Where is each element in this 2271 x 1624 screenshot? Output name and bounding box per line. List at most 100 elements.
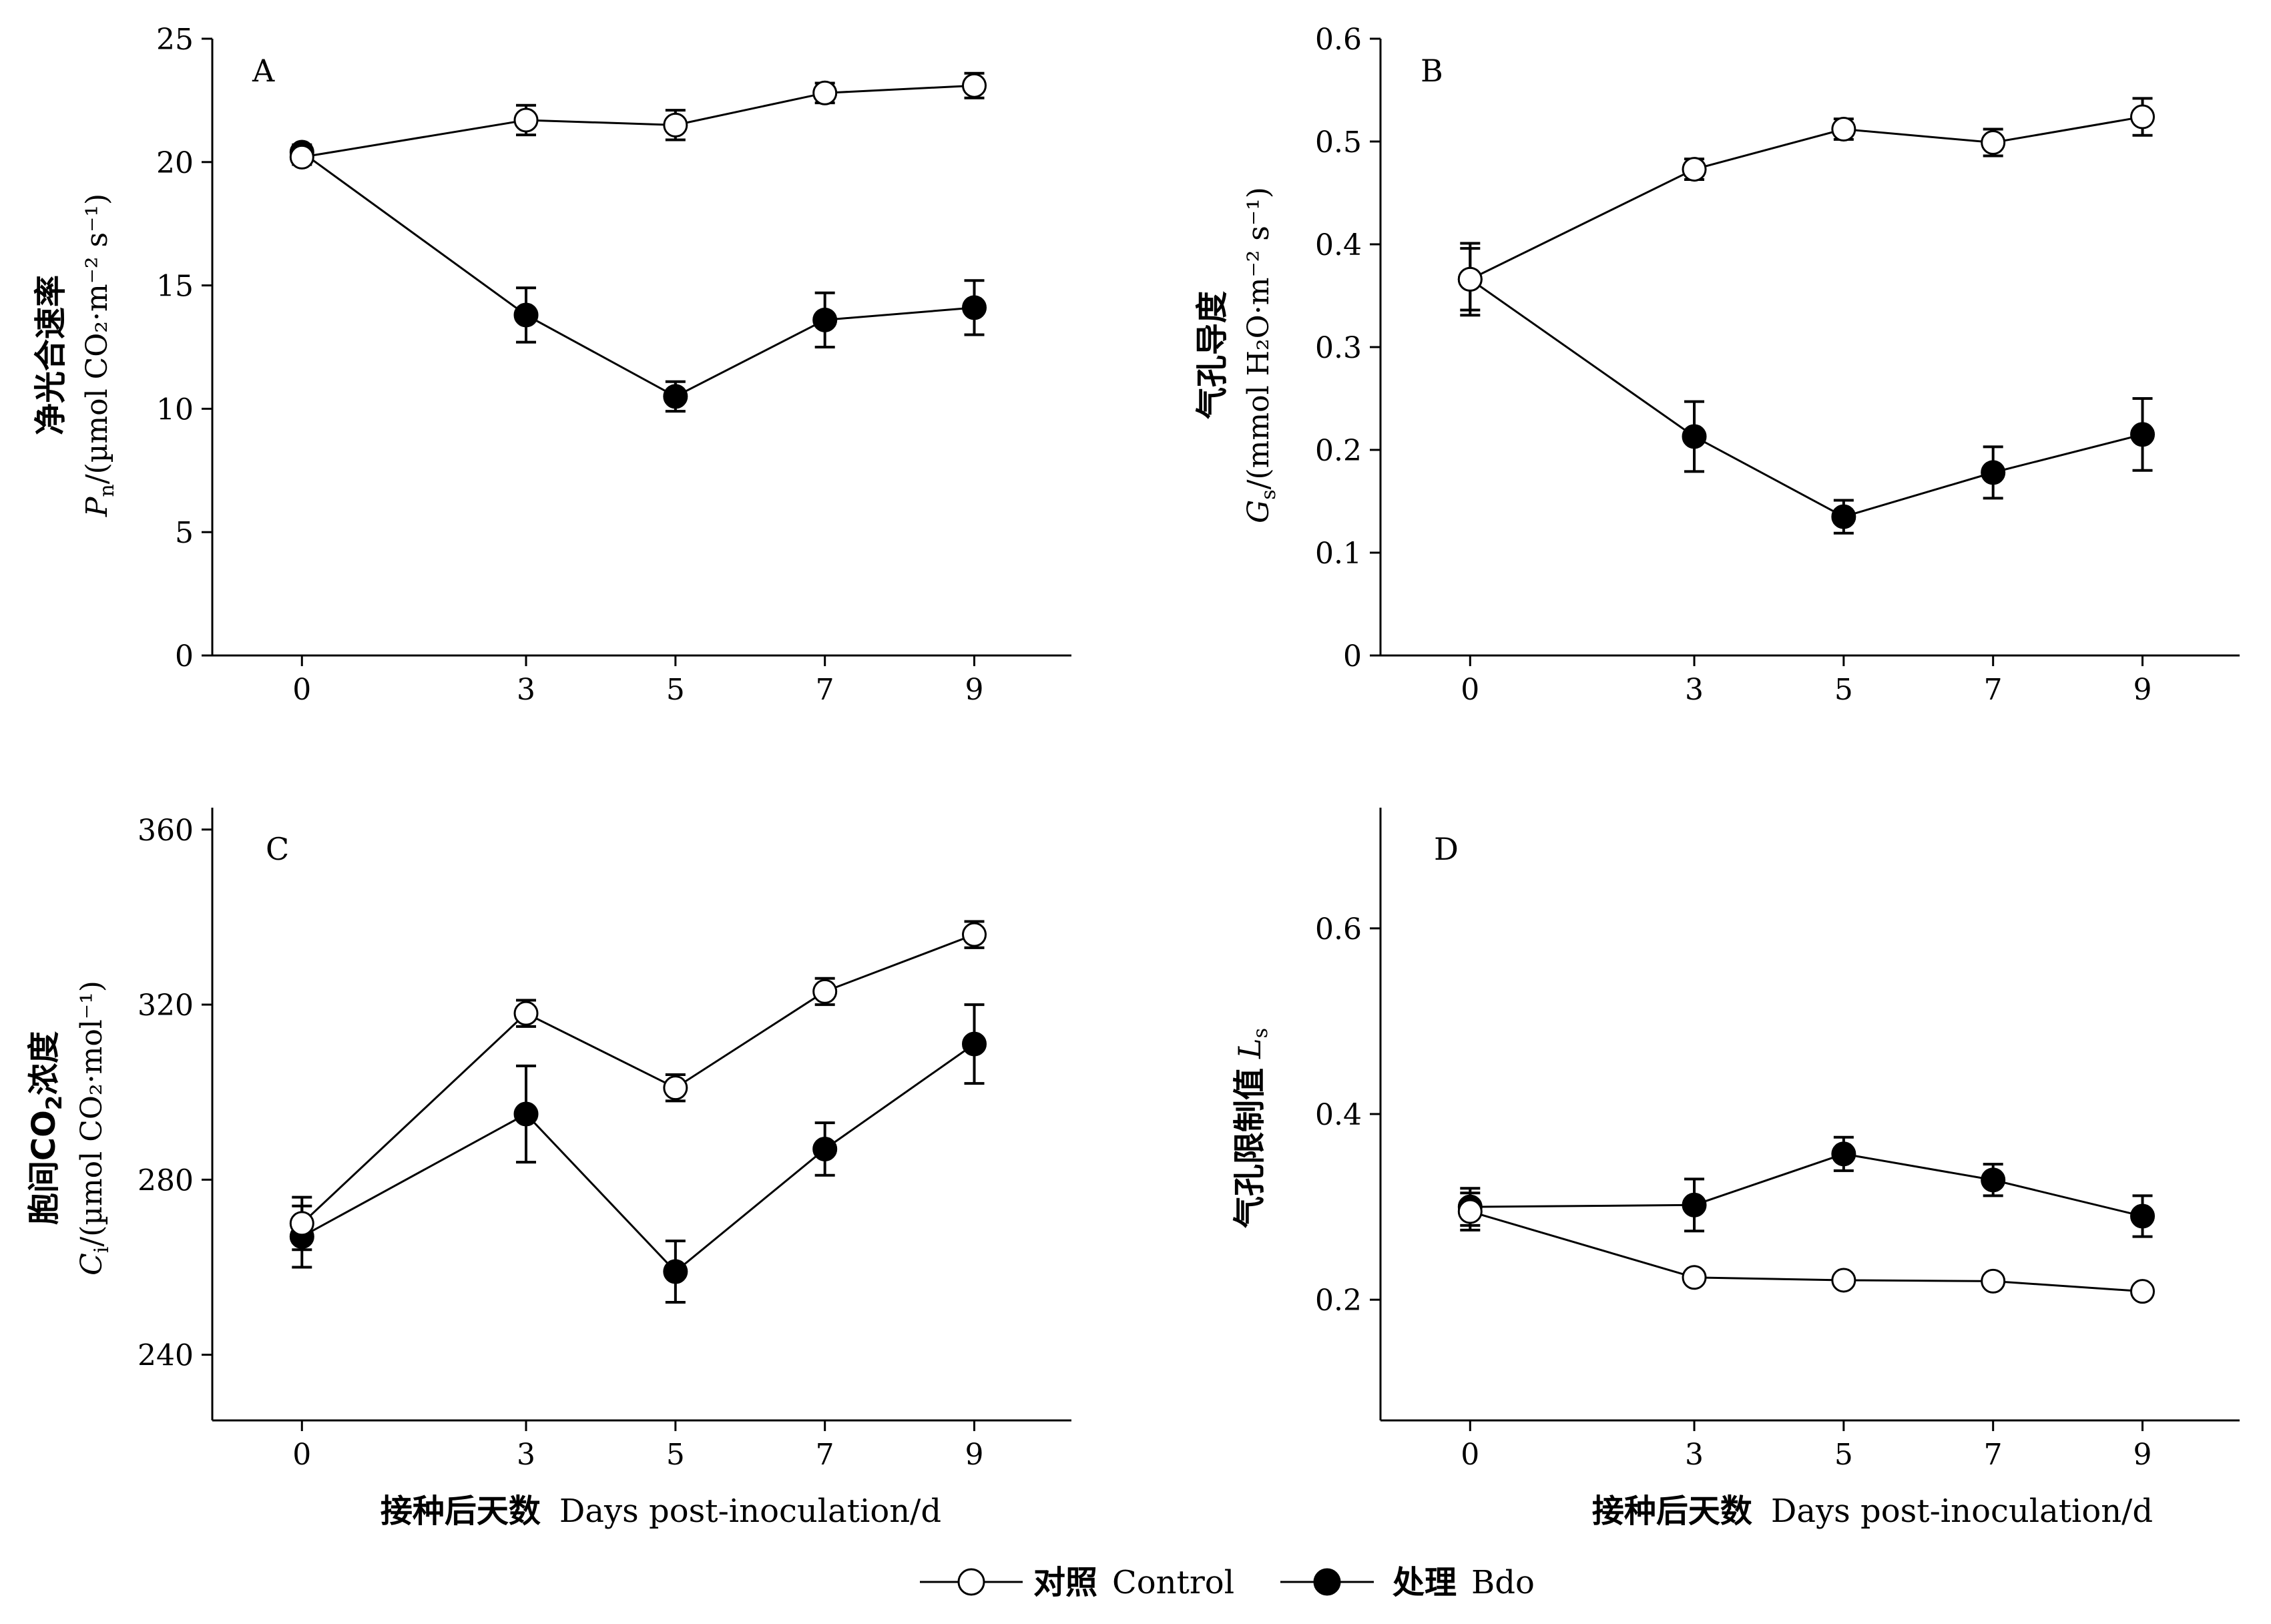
legend-treated-cn: 处理 [1393, 1564, 1457, 1601]
panel-a-ylabel-cn: 净光合速率 [32, 275, 69, 435]
panel-b-xtick-label-2: 5 [1834, 673, 1853, 707]
panel-d-ylabel-sub: s [1249, 1028, 1272, 1038]
panel-b-ytick-label-2: 0.2 [1315, 434, 1362, 468]
panel-d-xtick-label-2: 5 [1834, 1438, 1853, 1472]
panel-b-ytick-label-4: 0.4 [1315, 228, 1362, 262]
panel-a: A 净光合速率 Pn/(µmol CO₂·m⁻² s⁻¹) 0 5 10 15 20 25… [32, 23, 1071, 707]
panel-d-xtick-label-4: 9 [2133, 1438, 2152, 1472]
panel-c-ylabel-en: Ci/(µmol CO₂·mol⁻¹) [75, 981, 113, 1276]
panel-b-ytick-label-3: 0.3 [1315, 331, 1362, 365]
panel-d-xtick-label-0: 0 [1461, 1438, 1479, 1472]
panel-c-ytick-label-1: 280 [138, 1163, 194, 1197]
panel-b-control-line [1469, 115, 2143, 280]
panel-a-treated-point-2 [663, 384, 688, 409]
panel-c-ylabel-unit: /(µmol CO₂·mol⁻¹) [75, 981, 109, 1247]
panel-d-ytick-label-2: 0.6 [1315, 912, 1362, 946]
panel-d-control-point-4 [2130, 1279, 2156, 1304]
panel-c-treated-line [301, 1043, 975, 1274]
panel-d-xtick-label-1: 3 [1685, 1438, 1704, 1472]
panel-a-ytick-label-1: 5 [175, 516, 194, 550]
panel-d-ylabel-cn: 气孔限制值 [1231, 1068, 1268, 1228]
panel-a-ytick-label-4: 20 [156, 146, 194, 180]
panel-a-xtick-label-4: 9 [965, 673, 984, 707]
panel-c-marks [289, 920, 987, 1304]
panel-b-treated-point-1 [1682, 424, 1707, 449]
panel-c-treated-point-1 [513, 1101, 539, 1127]
panel-a-treated-point-4 [962, 295, 987, 320]
panel-b-xtick-label-1: 3 [1685, 673, 1704, 707]
panel-a-control-point-0 [289, 144, 314, 170]
panel-c-xtick-label-0: 0 [292, 1438, 311, 1472]
panel-d-xtick-label-3: 7 [1984, 1438, 2003, 1472]
xlabel-right-en: Days post-inoculation/d [1771, 1493, 2153, 1530]
panel-a-treated-point-3 [812, 307, 838, 332]
legend: 对照 Control 处理 Bdo [920, 1564, 1535, 1601]
panel-d-ylabel: 气孔限制值 Ls [1231, 1028, 1272, 1228]
panel-c-ylabel-cn-post: 浓度 [25, 1031, 63, 1095]
panel-c-control-point-2 [663, 1075, 688, 1101]
panel-c-control-point-3 [812, 979, 838, 1004]
legend-treated-marker [1313, 1568, 1341, 1596]
panel-a-ytick-label-2: 10 [156, 392, 194, 427]
panel-a-ylabel-sub: n [95, 484, 119, 497]
panel-c-ytick-label-3: 360 [138, 814, 194, 848]
panel-b-ylabel-unit: /(mmol H₂O·m⁻² s⁻¹) [1242, 187, 1276, 489]
panel-a-control-point-3 [812, 80, 838, 105]
panel-d-letter: D [1434, 831, 1459, 867]
panel-d-control-line [1469, 1210, 2143, 1293]
xlabel-right: 接种后天数 Days post-inoculation/d [1592, 1493, 2153, 1530]
panel-c-control-point-0 [289, 1211, 314, 1236]
panel-a-xtick-label-1: 3 [517, 673, 535, 707]
panel-a-ytick-label-5: 25 [156, 23, 194, 57]
legend-item-control: 对照 Control [920, 1564, 1234, 1601]
panel-d-control-point-0 [1457, 1199, 1483, 1224]
panel-b-treated-point-4 [2130, 422, 2156, 447]
panel-b-axes: 0 0.1 0.2 0.3 0.4 0.5 0.6 0 3 5 7 9 [1315, 23, 2240, 707]
panel-c-control-line [301, 933, 975, 1225]
legend-control-label: 对照 Control [1033, 1564, 1234, 1601]
panel-c-ytick-label-0: 240 [138, 1339, 194, 1373]
panel-a-control-line [302, 84, 975, 158]
panel-d-axes: 0.2 0.4 0.6 0 3 5 7 9 [1315, 808, 2240, 1472]
legend-item-treated: 处理 Bdo [1280, 1564, 1535, 1601]
panel-c-treated-point-3 [812, 1136, 838, 1161]
panel-b-ylabel-en: Gs/(mmol H₂O·m⁻² s⁻¹) [1242, 187, 1280, 523]
panel-d-treated-point-1 [1682, 1192, 1707, 1217]
panel-b-ytick-label-0: 0 [1343, 639, 1362, 673]
legend-treated-en: Bdo [1471, 1564, 1535, 1601]
panel-b-control-point-4 [2130, 104, 2156, 129]
panel-c-ylabel-cn-pre: 胞间CO [25, 1110, 63, 1225]
panel-d-treated-point-2 [1831, 1141, 1856, 1167]
panel-a-control-point-4 [962, 73, 987, 98]
panel-b-treated-point-3 [1981, 460, 2006, 485]
panel-c-xtick-label-1: 3 [517, 1438, 535, 1472]
panel-b-control-point-0 [1457, 266, 1483, 292]
panel-b-ytick-label-5: 0.5 [1315, 125, 1362, 160]
panel-d-treated-line [1470, 1153, 2143, 1217]
panel-b-ytick-label-1: 0.1 [1315, 537, 1362, 571]
panel-a-xtick-label-2: 5 [666, 673, 685, 707]
panel-c-ylabel-cn-sub: 2 [41, 1095, 67, 1110]
panel-b-xtick-label-3: 7 [1984, 673, 2003, 707]
panel-a-treated-point-1 [513, 302, 539, 328]
panel-b-control-point-1 [1682, 157, 1707, 182]
panel-d-treated-point-3 [1981, 1167, 2006, 1193]
panel-c-treated-point-2 [663, 1259, 688, 1284]
panel-b-marks [1457, 97, 2156, 535]
panel-c-control-point-4 [962, 922, 987, 947]
panel-c-xtick-label-3: 7 [816, 1438, 834, 1472]
panel-c-ytick-label-2: 320 [138, 989, 194, 1023]
panel-c-xtick-label-4: 9 [965, 1438, 984, 1472]
panel-b-treated-point-2 [1831, 504, 1856, 529]
panel-d-ytick-label-1: 0.4 [1315, 1098, 1362, 1132]
panel-b-control-point-3 [1981, 130, 2006, 156]
panel-b-control-point-2 [1831, 117, 1856, 142]
panel-d-treated-point-4 [2130, 1203, 2156, 1229]
panel-d-control-point-1 [1682, 1265, 1707, 1290]
panel-b-ylabel-sub: s [1257, 489, 1280, 499]
panel-b-ylabel-cn: 气孔导度 [1194, 291, 1231, 419]
panel-c-letter: C [266, 831, 289, 867]
panel-a-ylabel-en: Pn/(µmol CO₂·m⁻² s⁻¹) [80, 194, 119, 517]
panel-d-ylabel-sym: L [1232, 1038, 1268, 1059]
